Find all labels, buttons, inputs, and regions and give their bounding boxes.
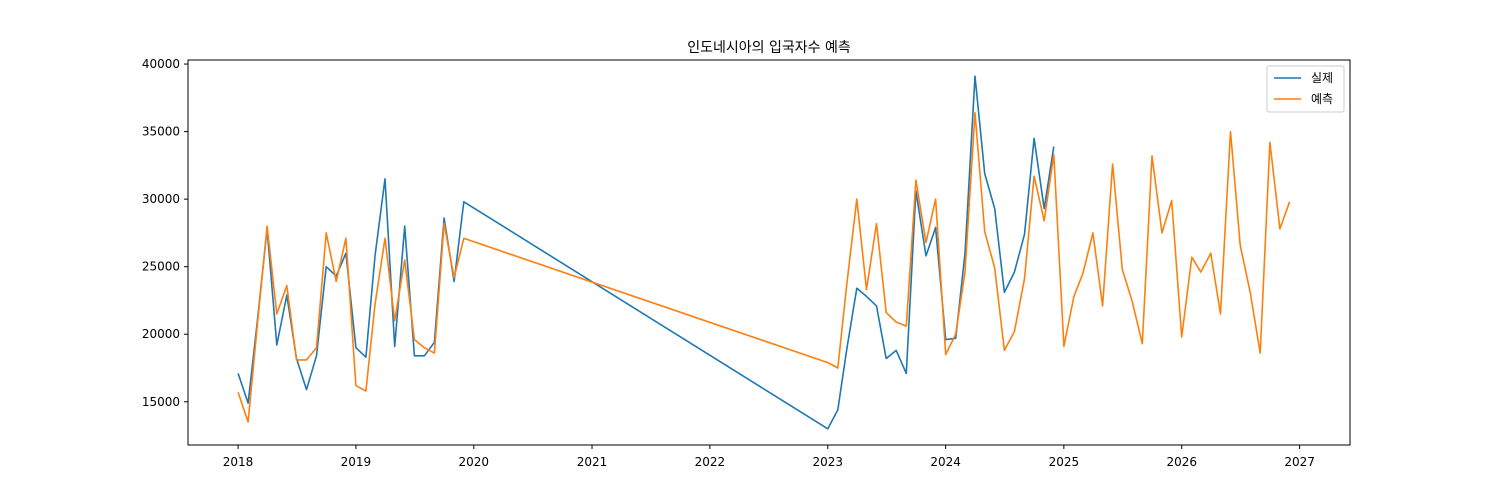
- x-tick-label: 2021: [577, 455, 608, 469]
- y-tick-label: 25000: [142, 260, 180, 274]
- x-tick-label: 2027: [1284, 455, 1315, 469]
- legend-label: 예측: [1311, 92, 1333, 106]
- x-tick-label: 2022: [695, 455, 726, 469]
- x-tick-label: 2026: [1166, 455, 1197, 469]
- y-tick-label: 35000: [142, 125, 180, 139]
- x-tick-label: 2018: [223, 455, 254, 469]
- y-tick-label: 15000: [142, 395, 180, 409]
- y-tick-label: 30000: [142, 192, 180, 206]
- series-line-actual: [237, 75, 1055, 430]
- x-axis: 2018 2019 2020 2021 2022 2023 2024 2025 2026 2027: [223, 445, 1315, 469]
- x-tick-label: 2025: [1049, 455, 1080, 469]
- x-tick-label: 2020: [459, 455, 490, 469]
- plot-area: [237, 75, 1291, 430]
- y-tick-label: 20000: [142, 327, 180, 341]
- y-tick-label: 40000: [142, 57, 180, 71]
- chart-title: 인도네시아의 입국자수 예측: [687, 40, 851, 56]
- y-axis: 15000 20000 25000 30000 35000 40000: [142, 57, 188, 409]
- legend-label: 실제: [1311, 71, 1333, 85]
- x-tick-label: 2024: [930, 455, 961, 469]
- plot-frame: [187, 59, 1351, 446]
- x-tick-label: 2019: [341, 455, 372, 469]
- x-tick-label: 2023: [813, 455, 844, 469]
- series-line-forecast: [237, 111, 1291, 423]
